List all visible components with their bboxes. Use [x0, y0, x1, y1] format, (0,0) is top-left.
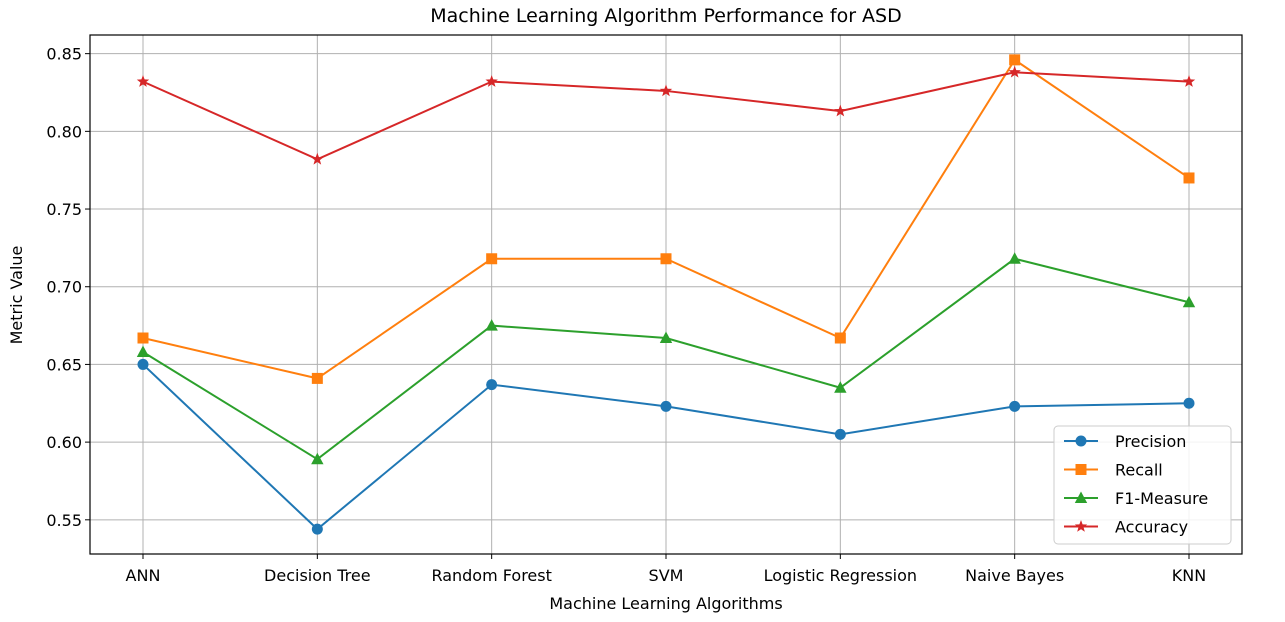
- data-point-recall: [486, 253, 498, 265]
- legend-label-f1-measure: F1-Measure: [1115, 489, 1208, 508]
- chart-title: Machine Learning Algorithm Performance f…: [430, 5, 901, 27]
- series-f1-measure: [136, 252, 1196, 465]
- x-tick-label: Random Forest: [431, 566, 551, 585]
- data-point-f1-measure: [136, 345, 150, 357]
- x-tick-label: Naive Bayes: [965, 566, 1064, 585]
- data-point-precision: [1183, 397, 1195, 409]
- data-point-f1-measure: [659, 331, 673, 344]
- data-point-f1-measure: [485, 319, 498, 331]
- legend-marker-precision: [1075, 435, 1087, 447]
- y-tick-label: 0.55: [46, 511, 82, 530]
- y-tick-label: 0.85: [46, 45, 82, 64]
- y-axis-label: Metric Value: [7, 246, 26, 345]
- y-tick-label: 0.65: [46, 355, 82, 374]
- data-point-precision: [137, 358, 149, 370]
- data-point-f1-measure: [1182, 295, 1196, 308]
- legend-marker-f1-measure: [1074, 491, 1088, 503]
- data-point-accuracy: [834, 104, 847, 117]
- data-point-recall: [1183, 172, 1195, 184]
- data-point-precision: [660, 400, 672, 412]
- data-point-f1-measure: [834, 381, 847, 393]
- data-point-f1-measure: [311, 452, 324, 465]
- grid-layer: [90, 35, 1242, 554]
- x-tick-label: SVM: [649, 566, 684, 585]
- data-point-accuracy: [1182, 75, 1196, 87]
- data-point-precision: [834, 428, 846, 440]
- data-point-recall: [834, 332, 846, 344]
- data-point-recall: [1009, 54, 1021, 66]
- legend-marker-recall: [1075, 464, 1087, 475]
- data-point-precision: [311, 523, 323, 535]
- data-point-accuracy: [485, 75, 498, 87]
- data-point-recall: [137, 332, 149, 344]
- data-point-f1-measure: [1008, 252, 1021, 264]
- series-precision: [137, 358, 1195, 535]
- ticks-layer: ANN Decision Tree Random Forest SVM Logistic…: [46, 45, 1206, 585]
- data-point-accuracy: [659, 84, 673, 97]
- data-point-recall: [660, 253, 672, 265]
- x-axis-label: Machine Learning Algorithms: [549, 594, 782, 613]
- x-tick-label: Decision Tree: [264, 566, 371, 585]
- y-tick-label: 0.70: [46, 278, 82, 297]
- y-tick-label: 0.60: [46, 433, 82, 452]
- y-tick-label: 0.75: [46, 200, 82, 219]
- data-point-accuracy: [1008, 65, 1021, 78]
- data-point-recall: [311, 372, 323, 384]
- series-accuracy: [136, 65, 1196, 165]
- data-point-precision: [486, 379, 498, 391]
- legend-label-recall: Recall: [1115, 461, 1163, 480]
- legend-label-precision: Precision: [1115, 432, 1186, 451]
- legend-label-accuracy: Accuracy: [1115, 518, 1188, 537]
- data-point-precision: [1009, 400, 1021, 412]
- x-tick-label: Logistic Regression: [764, 566, 917, 585]
- y-tick-label: 0.80: [46, 122, 82, 141]
- data-point-accuracy: [311, 152, 324, 165]
- x-tick-label: KNN: [1172, 566, 1206, 585]
- legend-box: [1053, 425, 1232, 545]
- series-recall: [137, 54, 1195, 384]
- x-tick-label: ANN: [126, 566, 161, 585]
- legend-marker-accuracy: [1074, 520, 1088, 532]
- series-layer: [136, 54, 1196, 535]
- legend: Precision Recall F1-Measure Accuracy: [1053, 425, 1232, 545]
- data-point-accuracy: [136, 75, 150, 87]
